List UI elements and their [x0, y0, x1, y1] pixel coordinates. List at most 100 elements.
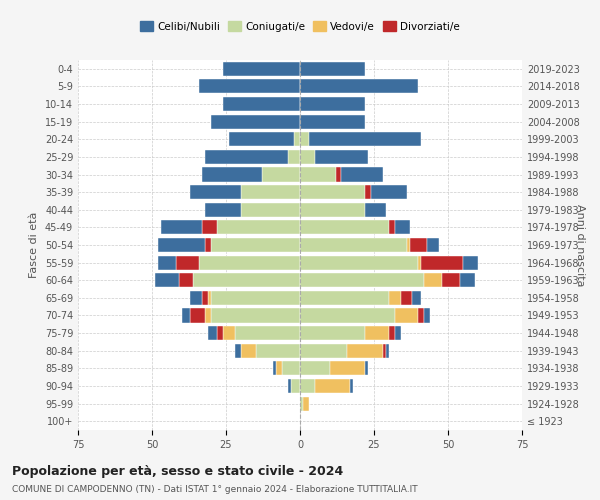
- Bar: [205, 308, 211, 322]
- Bar: [350, 379, 353, 393]
- Bar: [190, 291, 202, 305]
- Bar: [300, 62, 365, 76]
- Bar: [395, 308, 418, 322]
- Bar: [262, 168, 300, 181]
- Bar: [418, 256, 421, 270]
- Bar: [335, 168, 341, 181]
- Bar: [365, 326, 389, 340]
- Bar: [395, 220, 410, 234]
- Bar: [300, 202, 365, 217]
- Bar: [389, 326, 395, 340]
- Bar: [211, 291, 300, 305]
- Bar: [389, 220, 395, 234]
- Bar: [389, 291, 401, 305]
- Bar: [347, 344, 383, 358]
- Bar: [300, 362, 329, 376]
- Bar: [223, 326, 235, 340]
- Bar: [300, 291, 389, 305]
- Bar: [303, 396, 309, 410]
- Bar: [277, 362, 282, 376]
- Bar: [365, 185, 371, 199]
- Bar: [235, 344, 241, 358]
- Bar: [223, 62, 300, 76]
- Bar: [300, 114, 365, 128]
- Bar: [241, 185, 300, 199]
- Bar: [300, 185, 365, 199]
- Bar: [300, 256, 418, 270]
- Bar: [300, 379, 315, 393]
- Bar: [202, 291, 208, 305]
- Bar: [182, 308, 190, 322]
- Bar: [460, 273, 475, 287]
- Bar: [365, 362, 368, 376]
- Bar: [223, 97, 300, 111]
- Bar: [199, 80, 300, 94]
- Y-axis label: Fasce di età: Fasce di età: [29, 212, 39, 278]
- Bar: [288, 150, 300, 164]
- Bar: [176, 256, 199, 270]
- Bar: [300, 326, 365, 340]
- Bar: [442, 273, 460, 287]
- Bar: [235, 326, 300, 340]
- Bar: [205, 238, 211, 252]
- Bar: [386, 344, 389, 358]
- Legend: Celibi/Nubili, Coniugati/e, Vedovi/e, Divorziati/e: Celibi/Nubili, Coniugati/e, Vedovi/e, Di…: [136, 17, 464, 36]
- Bar: [300, 396, 303, 410]
- Bar: [190, 308, 205, 322]
- Bar: [418, 308, 424, 322]
- Bar: [300, 344, 347, 358]
- Bar: [300, 238, 407, 252]
- Bar: [291, 379, 300, 393]
- Bar: [282, 362, 300, 376]
- Bar: [155, 273, 179, 287]
- Text: Popolazione per età, sesso e stato civile - 2024: Popolazione per età, sesso e stato civil…: [12, 465, 343, 478]
- Bar: [401, 291, 412, 305]
- Bar: [256, 344, 300, 358]
- Bar: [300, 80, 418, 94]
- Bar: [193, 273, 300, 287]
- Bar: [424, 273, 442, 287]
- Bar: [179, 273, 193, 287]
- Bar: [158, 238, 205, 252]
- Bar: [288, 379, 291, 393]
- Text: COMUNE DI CAMPODENNO (TN) - Dati ISTAT 1° gennaio 2024 - Elaborazione TUTTITALIA: COMUNE DI CAMPODENNO (TN) - Dati ISTAT 1…: [12, 485, 418, 494]
- Bar: [300, 97, 365, 111]
- Bar: [158, 256, 176, 270]
- Bar: [410, 238, 427, 252]
- Bar: [383, 344, 386, 358]
- Bar: [229, 132, 294, 146]
- Bar: [217, 326, 223, 340]
- Bar: [211, 308, 300, 322]
- Bar: [407, 238, 410, 252]
- Bar: [300, 168, 335, 181]
- Bar: [309, 132, 421, 146]
- Bar: [199, 256, 300, 270]
- Bar: [424, 308, 430, 322]
- Bar: [395, 326, 401, 340]
- Bar: [300, 150, 315, 164]
- Bar: [421, 256, 463, 270]
- Bar: [365, 202, 386, 217]
- Bar: [202, 220, 217, 234]
- Bar: [300, 308, 395, 322]
- Bar: [300, 273, 424, 287]
- Bar: [217, 220, 300, 234]
- Bar: [371, 185, 407, 199]
- Bar: [341, 168, 383, 181]
- Bar: [205, 202, 241, 217]
- Bar: [208, 291, 211, 305]
- Y-axis label: Anni di nascita: Anni di nascita: [575, 204, 585, 286]
- Bar: [412, 291, 421, 305]
- Bar: [329, 362, 365, 376]
- Bar: [300, 220, 389, 234]
- Bar: [208, 326, 217, 340]
- Bar: [161, 220, 202, 234]
- Bar: [241, 202, 300, 217]
- Bar: [205, 150, 288, 164]
- Bar: [241, 344, 256, 358]
- Bar: [315, 379, 350, 393]
- Bar: [211, 114, 300, 128]
- Bar: [300, 132, 309, 146]
- Bar: [211, 238, 300, 252]
- Bar: [294, 132, 300, 146]
